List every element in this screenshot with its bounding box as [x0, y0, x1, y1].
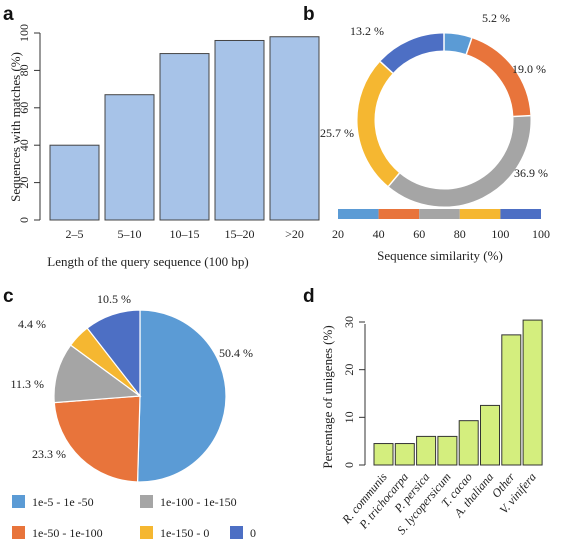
b-scale-tick-label: 60 [413, 227, 425, 241]
a-y-tick-label: 20 [17, 177, 31, 189]
b-donut-segment-3 [388, 115, 531, 207]
a-bar-2-5 [49, 144, 100, 221]
c-legend-label: 1e-5 - 1e -50 [32, 495, 94, 509]
a-x-tick-label: 2–5 [66, 227, 84, 241]
a-y-tick-label: 100 [17, 24, 31, 42]
panel-letter-b: b [303, 4, 315, 25]
b-donut-separator [465, 37, 473, 55]
b-scale-tick-label: 40 [373, 227, 385, 241]
c-value-label: 11.3 % [10, 377, 44, 391]
b-donut-separator [387, 172, 400, 187]
b-scale-swatch-20-40 [338, 209, 379, 219]
c-value-label: 4.4 % [18, 317, 46, 331]
b-donut [357, 33, 531, 207]
c-legend-swatch-1e-5-1e-50 [12, 495, 25, 508]
c-pie-slice-5 [86, 309, 141, 398]
a-x-tick-label: 5–10 [118, 227, 142, 241]
panel-a: a 0 20 40 60 80 100 2–5 5–10 10–15 15–20 >20 Sequ… [3, 4, 320, 269]
d-bar-p-trichocarpa [394, 443, 415, 466]
b-donut-separator [379, 61, 394, 74]
c-value-label: 50.4 % [219, 346, 253, 360]
a-bars [49, 36, 320, 221]
d-y-tick-label: 10 [342, 411, 356, 423]
c-pie-slice-2 [53, 395, 141, 483]
b-value-label: 36.9 % [514, 166, 548, 180]
b-value-label: 5.2 % [482, 11, 510, 25]
b-scale-swatch-100 [500, 209, 541, 219]
panel-c: c 50.4 % 23.3 % 11.3 % 4.4 % 10.5 % 1e-5 - 1… [3, 286, 256, 540]
b-value-label: 19.0 % [512, 62, 546, 76]
panel-b: b 5.2 % 19.0 % 36.9 % 25.7 % 13.2 % 20 40 60 80… [303, 4, 550, 263]
d-y-tick-label: 0 [342, 462, 356, 468]
c-legend-label: 1e-150 - 0 [160, 526, 209, 540]
a-y-tick-label: 60 [17, 102, 31, 114]
c-value-label: 10.5 % [97, 292, 131, 306]
b-value-label: 13.2 % [350, 24, 384, 38]
c-value-label: 23.3 % [32, 447, 66, 461]
b-x-axis-label: Sequence similarity (%) [377, 248, 503, 263]
a-bar-20 [269, 36, 320, 221]
c-legend-swatch-1e-50-1e-100 [12, 526, 25, 539]
d-bars [373, 319, 543, 466]
a-y-ticks: 0 20 40 60 80 100 [17, 24, 40, 223]
d-bar-r-communis [373, 443, 394, 466]
a-y-tick-label: 0 [17, 217, 31, 223]
d-bar-s-lycopersicum [437, 435, 458, 466]
c-legend-swatch-1e-100-1e-150 [140, 495, 153, 508]
b-donut-segment-1 [443, 33, 472, 55]
c-legend-swatch-1e-150-0 [140, 526, 153, 539]
a-x-ticks: 2–5 5–10 10–15 15–20 >20 [66, 227, 304, 241]
b-value-label: 25.7 % [320, 126, 354, 140]
c-legend-swatch-0 [230, 526, 243, 539]
b-scale-swatch-80-100 [459, 209, 501, 219]
c-legend-label: 1e-100 - 1e-150 [160, 495, 237, 509]
c-pie-slice-1 [136, 309, 227, 483]
c-pie [53, 309, 227, 483]
c-legend-label: 1e-50 - 1e-100 [32, 526, 103, 540]
c-legend: 1e-5 - 1e -50 1e-100 - 1e-150 1e-50 - 1e-1… [12, 495, 256, 540]
b-scale-tick-label: 80 [454, 227, 466, 241]
b-donut-segment-5 [380, 33, 445, 74]
b-scale-tick-label: 20 [332, 227, 344, 241]
d-bar-t-cacao [458, 420, 479, 466]
d-y-tick-label: 30 [342, 316, 356, 328]
c-legend-label: 0 [250, 526, 256, 540]
d-bar-v-vinifera [522, 319, 543, 466]
b-donut-segment-4 [357, 61, 400, 187]
d-y-axis-label: Percentage of unigenes (%) [320, 325, 335, 468]
b-scale-tick-label: 100 [532, 227, 550, 241]
b-scale-swatch-40-60 [378, 209, 420, 219]
a-x-tick-label: 15–20 [225, 227, 255, 241]
a-y-tick-label: 80 [17, 64, 31, 76]
b-scale-tick-label: 100 [491, 227, 509, 241]
a-y-tick-label: 40 [17, 139, 31, 151]
d-bar-p-persica [416, 435, 437, 466]
panel-letter-c: c [3, 286, 14, 307]
d-bar-other [501, 334, 522, 466]
b-color-scale [338, 209, 541, 219]
b-donut-segment-2 [466, 38, 531, 117]
b-value-labels: 5.2 % 19.0 % 36.9 % 25.7 % 13.2 % [320, 11, 548, 180]
a-bar-15-20 [214, 39, 265, 221]
d-y-tick-label: 20 [342, 364, 356, 376]
b-scale-ticks: 20 40 60 80 100 100 [332, 227, 550, 241]
a-x-tick-label: >20 [285, 227, 304, 241]
c-value-labels: 50.4 % 23.3 % 11.3 % 4.4 % 10.5 % [10, 292, 253, 461]
a-x-axis-label: Length of the query sequence (100 bp) [47, 254, 248, 269]
a-x-tick-label: 10–15 [170, 227, 200, 241]
a-bar-10-15 [159, 53, 210, 221]
d-y-ticks: 0 10 20 30 [342, 316, 365, 468]
a-bar-5-10 [104, 94, 155, 221]
a-y-axis-label: Sequences with matches (%) [8, 52, 23, 202]
panel-letter-d: d [303, 286, 315, 307]
panel-letter-a: a [3, 4, 14, 25]
b-donut-separator [513, 114, 531, 118]
d-bar-a-thaliana [480, 404, 500, 466]
b-scale-swatch-60-80 [419, 209, 460, 219]
